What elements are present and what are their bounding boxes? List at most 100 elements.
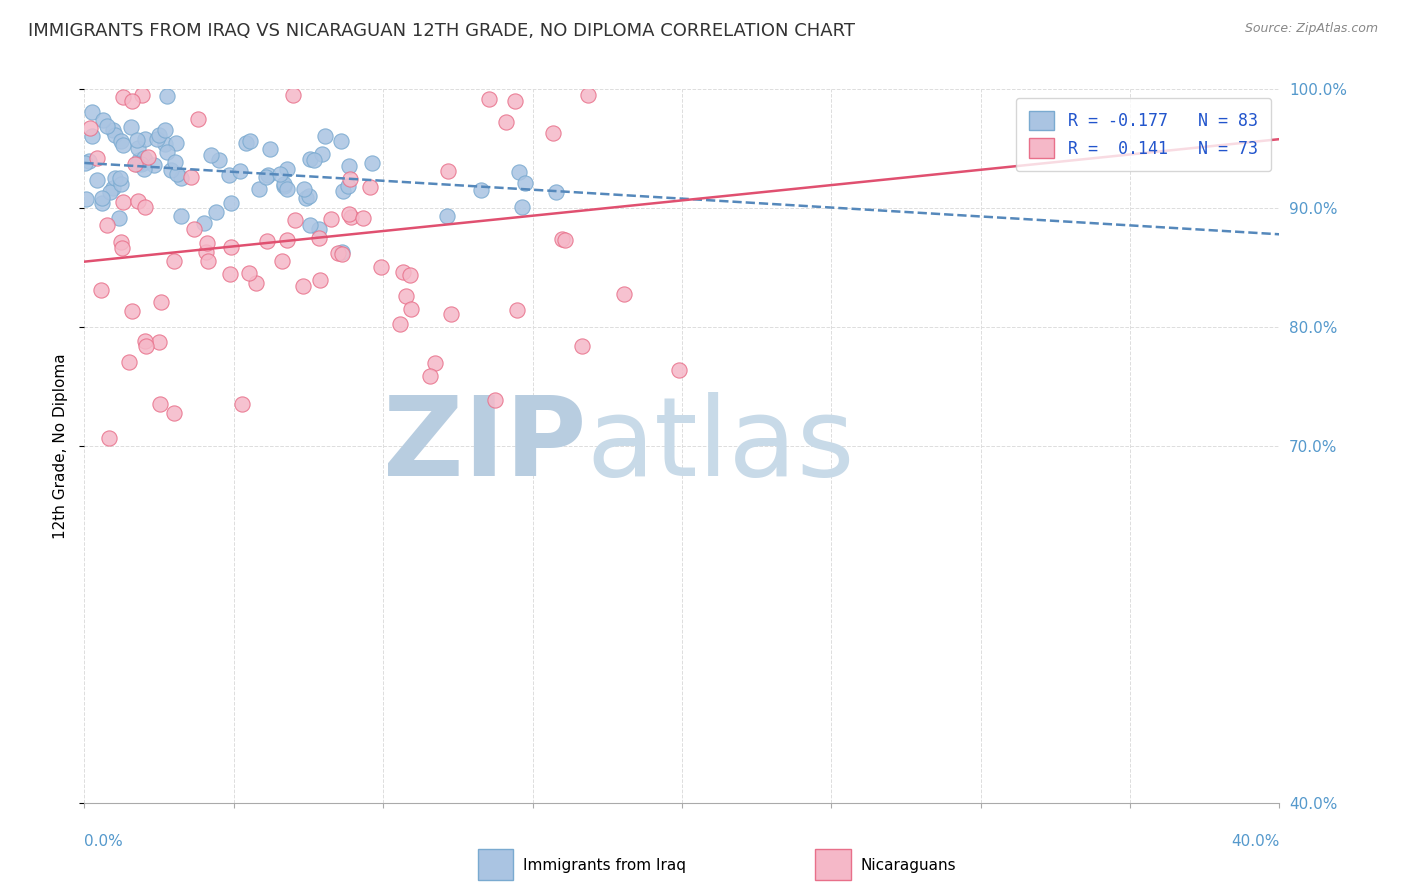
- Point: [91, 191, 114, 205]
- Text: 40.0%: 40.0%: [1232, 834, 1279, 849]
- Point: [75, 192, 97, 206]
- Point: [110, 134, 132, 148]
- Point: [160, 162, 183, 177]
- Point: [259, 142, 281, 156]
- Point: [149, 397, 172, 411]
- Point: [271, 253, 294, 268]
- Point: [108, 170, 131, 185]
- Point: [544, 185, 567, 199]
- Point: [484, 393, 506, 408]
- Point: [284, 213, 307, 227]
- Point: [163, 155, 186, 169]
- Point: [613, 287, 636, 301]
- Point: [79, 121, 101, 136]
- Point: [470, 183, 492, 197]
- Point: [128, 153, 150, 168]
- Point: [111, 195, 134, 210]
- Point: [298, 189, 321, 203]
- Point: [124, 157, 146, 171]
- Point: [125, 156, 148, 170]
- Point: [91, 196, 114, 211]
- Point: [392, 265, 415, 279]
- Point: [104, 171, 127, 186]
- Point: [96, 119, 118, 133]
- Point: [235, 136, 257, 151]
- Point: [86, 151, 108, 165]
- Point: [98, 185, 121, 199]
- Point: [495, 115, 517, 129]
- Point: [273, 178, 295, 193]
- Point: [136, 150, 159, 164]
- Point: [340, 211, 363, 225]
- Point: [554, 233, 576, 247]
- Point: [127, 194, 149, 208]
- Point: [395, 289, 418, 303]
- Point: [118, 355, 141, 369]
- Point: [134, 161, 156, 176]
- Point: [576, 88, 599, 103]
- Point: [254, 169, 277, 184]
- Point: [668, 362, 690, 376]
- Point: [330, 244, 353, 259]
- Point: [231, 397, 253, 411]
- Point: [273, 177, 295, 191]
- Point: [121, 303, 143, 318]
- Point: [228, 164, 250, 178]
- Point: [352, 211, 374, 225]
- Point: [388, 317, 411, 331]
- Point: [200, 148, 222, 162]
- Point: [218, 168, 240, 182]
- Point: [132, 156, 155, 170]
- Y-axis label: 12th Grade, No Diploma: 12th Grade, No Diploma: [53, 353, 69, 539]
- Point: [155, 123, 177, 137]
- Point: [298, 152, 321, 166]
- Point: [121, 94, 143, 108]
- Point: [135, 339, 157, 353]
- Point: [104, 128, 127, 142]
- Point: [276, 233, 298, 247]
- Point: [73, 156, 96, 170]
- Point: [219, 195, 242, 210]
- Legend: R = -0.177   N = 83, R =  0.141   N = 73: R = -0.177 N = 83, R = 0.141 N = 73: [1017, 97, 1271, 171]
- Point: [513, 177, 536, 191]
- Point: [359, 180, 381, 194]
- Point: [332, 184, 354, 198]
- Point: [292, 182, 315, 196]
- Point: [292, 278, 315, 293]
- Point: [503, 94, 526, 108]
- Point: [162, 254, 184, 268]
- Point: [219, 267, 242, 281]
- Point: [148, 128, 170, 142]
- Point: [276, 182, 298, 196]
- Point: [183, 221, 205, 235]
- Point: [197, 254, 219, 268]
- Point: [77, 154, 100, 169]
- Point: [80, 129, 103, 144]
- Point: [129, 157, 152, 171]
- Point: [143, 158, 166, 172]
- Point: [91, 113, 114, 128]
- Point: [90, 284, 112, 298]
- Point: [96, 218, 118, 232]
- Point: [319, 212, 342, 227]
- Point: [134, 151, 156, 165]
- Point: [247, 182, 270, 196]
- Text: atlas: atlas: [586, 392, 855, 500]
- Point: [436, 209, 458, 223]
- Point: [150, 295, 173, 310]
- Point: [510, 200, 533, 214]
- Point: [238, 266, 260, 280]
- Point: [329, 134, 352, 148]
- Point: [314, 129, 336, 144]
- Point: [112, 90, 135, 104]
- Point: [127, 133, 149, 147]
- Point: [156, 145, 179, 159]
- Point: [256, 234, 278, 248]
- Point: [508, 165, 530, 179]
- Point: [165, 136, 187, 150]
- Point: [401, 302, 423, 317]
- Point: [112, 138, 135, 153]
- Point: [276, 162, 298, 177]
- Point: [134, 153, 156, 168]
- Point: [302, 153, 325, 167]
